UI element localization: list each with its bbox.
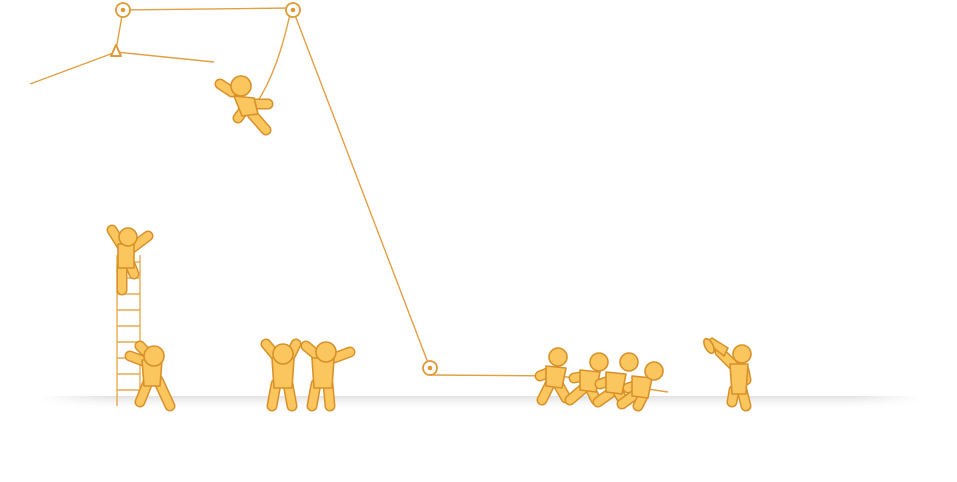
pulley-bottom: [422, 360, 438, 376]
rope: [29, 7, 669, 393]
figure-holding-ladder: [124, 340, 176, 412]
pulley-top-left: [115, 2, 131, 18]
figure-cheering-left: [260, 338, 302, 412]
ground-shadow: [40, 394, 920, 412]
pulley-top-right: [285, 2, 301, 18]
figure-pulling-4: [616, 361, 664, 412]
rope-hook-icon: [110, 44, 122, 57]
figure-pulling-3: [592, 352, 639, 408]
megaphone-icon: [703, 337, 729, 357]
figure-pulling-1: [534, 347, 572, 406]
figure-cheering-right: [300, 340, 356, 412]
figure-hanging-on-rope: [214, 75, 274, 136]
figure-on-ladder: [106, 224, 154, 296]
